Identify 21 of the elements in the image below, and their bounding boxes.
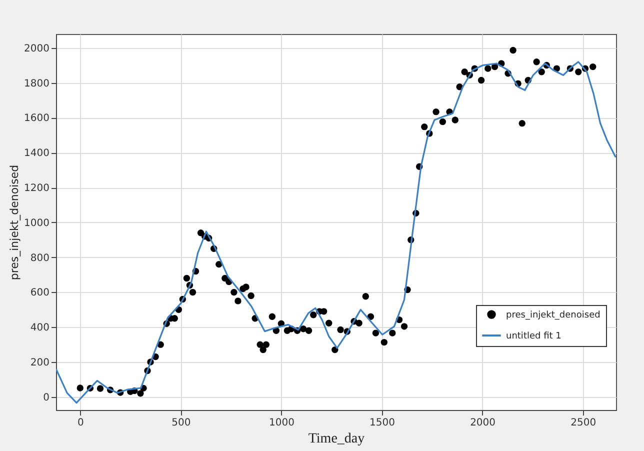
x-tick-label: 0	[77, 418, 84, 428]
x-tick-label: 1500	[370, 418, 395, 428]
y-tick-label: 1400	[24, 148, 50, 160]
y-tick-label: 800	[30, 252, 50, 264]
y-tick-label: 1800	[24, 78, 50, 90]
y-tick-label: 0	[43, 392, 50, 404]
y-tick-label: 1000	[24, 218, 50, 229]
x-axis-title: Time_day	[308, 432, 365, 446]
y-tick-label: 1600	[24, 113, 50, 124]
y-tick-label: 200	[30, 358, 50, 369]
x-tick-label: 2500	[570, 418, 596, 428]
legend-label: pres_injekt_denoised	[506, 310, 600, 320]
x-tick-label: 2000	[470, 418, 496, 428]
x-tick-label: 500	[172, 418, 191, 428]
y-tick-label: 600	[30, 288, 50, 299]
y-tick-label: 2000	[24, 43, 50, 54]
x-tick-label: 1000	[268, 418, 294, 428]
legend-label: untitled fit 1	[506, 332, 562, 342]
y-tick-label: 400	[30, 322, 50, 334]
y-tick-label: 1200	[24, 183, 50, 194]
y-axis-title: pres_injekt_denoised	[8, 164, 22, 280]
